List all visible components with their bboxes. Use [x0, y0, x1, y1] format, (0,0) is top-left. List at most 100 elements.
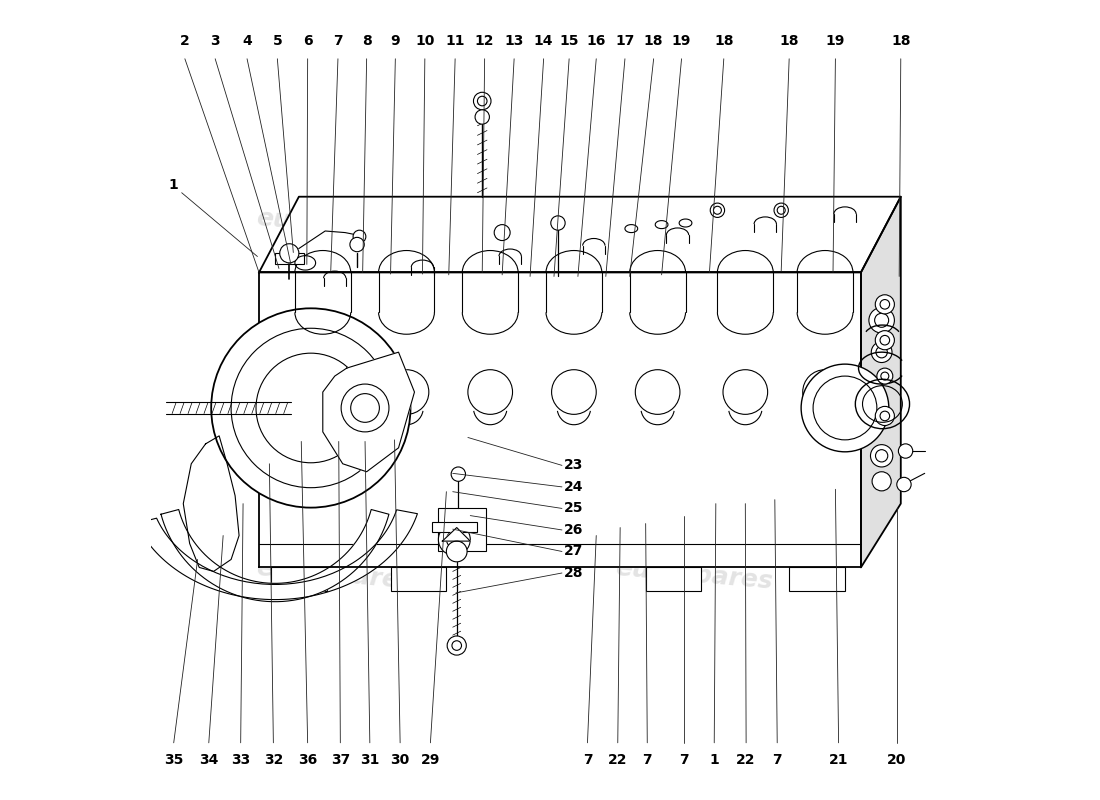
Polygon shape	[184, 436, 239, 571]
Text: 1: 1	[710, 754, 719, 767]
Circle shape	[279, 244, 299, 263]
Text: eurospares: eurospares	[614, 557, 773, 594]
Text: 18: 18	[644, 34, 663, 48]
Circle shape	[880, 299, 890, 309]
Circle shape	[778, 206, 785, 214]
Circle shape	[636, 370, 680, 414]
Text: 7: 7	[772, 754, 782, 767]
Circle shape	[551, 216, 565, 230]
Polygon shape	[442, 527, 471, 541]
Circle shape	[881, 372, 889, 380]
Circle shape	[350, 238, 364, 252]
Text: 4: 4	[242, 34, 252, 48]
Circle shape	[711, 203, 725, 218]
Text: 25: 25	[564, 502, 584, 515]
Circle shape	[877, 368, 893, 384]
Text: 15: 15	[560, 34, 579, 48]
Text: 14: 14	[534, 34, 553, 48]
Text: 26: 26	[564, 523, 584, 537]
Text: 10: 10	[415, 34, 434, 48]
Text: 29: 29	[420, 754, 440, 767]
Circle shape	[876, 406, 894, 426]
Text: eurospares: eurospares	[255, 557, 415, 594]
Circle shape	[876, 330, 894, 350]
Text: 13: 13	[505, 34, 524, 48]
Circle shape	[714, 206, 722, 214]
Circle shape	[447, 531, 462, 547]
Circle shape	[869, 307, 894, 333]
Text: 9: 9	[390, 34, 400, 48]
Circle shape	[876, 450, 888, 462]
Bar	[275, 254, 304, 265]
Text: 36: 36	[298, 754, 317, 767]
Circle shape	[439, 523, 471, 555]
Text: 34: 34	[199, 754, 219, 767]
Circle shape	[452, 641, 462, 650]
Bar	[789, 567, 845, 591]
Circle shape	[803, 370, 847, 414]
Circle shape	[896, 478, 911, 492]
Circle shape	[256, 353, 365, 462]
Text: 8: 8	[362, 34, 372, 48]
Bar	[271, 567, 327, 591]
Bar	[432, 522, 476, 531]
Circle shape	[880, 411, 890, 421]
Circle shape	[451, 467, 465, 482]
Circle shape	[351, 394, 380, 422]
Circle shape	[801, 364, 889, 452]
Polygon shape	[322, 352, 415, 472]
Text: 18: 18	[714, 34, 734, 48]
Text: 33: 33	[231, 754, 251, 767]
Text: 2: 2	[180, 34, 189, 48]
Circle shape	[813, 376, 877, 440]
Circle shape	[723, 370, 768, 414]
Text: 24: 24	[564, 480, 584, 494]
Circle shape	[300, 370, 345, 414]
Text: eurospares: eurospares	[255, 206, 415, 243]
Text: 7: 7	[679, 754, 689, 767]
Text: 5: 5	[273, 34, 283, 48]
Circle shape	[475, 110, 490, 124]
Circle shape	[231, 328, 390, 488]
Text: 30: 30	[390, 754, 409, 767]
Polygon shape	[861, 197, 901, 567]
Polygon shape	[161, 510, 389, 602]
Text: 18: 18	[780, 34, 799, 48]
Circle shape	[494, 225, 510, 241]
Bar	[439, 508, 486, 551]
Text: 23: 23	[564, 458, 584, 472]
Text: 7: 7	[333, 34, 343, 48]
Circle shape	[876, 294, 894, 314]
Polygon shape	[258, 197, 901, 273]
Text: 22: 22	[608, 754, 627, 767]
Circle shape	[872, 472, 891, 491]
Circle shape	[211, 308, 410, 508]
Text: 19: 19	[672, 34, 691, 48]
Text: 1: 1	[168, 178, 178, 192]
Polygon shape	[258, 273, 861, 567]
Text: 11: 11	[446, 34, 465, 48]
Text: 20: 20	[887, 754, 906, 767]
Polygon shape	[136, 510, 417, 599]
Text: 16: 16	[586, 34, 606, 48]
Bar	[390, 567, 447, 591]
Text: 12: 12	[475, 34, 494, 48]
Text: 3: 3	[210, 34, 220, 48]
Circle shape	[874, 314, 889, 327]
Circle shape	[774, 203, 789, 218]
Text: 31: 31	[360, 754, 379, 767]
Circle shape	[477, 96, 487, 106]
Text: 19: 19	[826, 34, 845, 48]
Text: 28: 28	[564, 566, 584, 580]
Circle shape	[876, 346, 888, 358]
Text: 18: 18	[891, 34, 911, 48]
Text: 7: 7	[642, 754, 652, 767]
Circle shape	[341, 384, 389, 432]
Circle shape	[448, 636, 466, 655]
Text: 6: 6	[302, 34, 312, 48]
Circle shape	[899, 444, 913, 458]
Circle shape	[384, 370, 429, 414]
Text: 27: 27	[564, 545, 584, 558]
Circle shape	[870, 445, 893, 467]
Text: eurospares: eurospares	[614, 206, 773, 243]
